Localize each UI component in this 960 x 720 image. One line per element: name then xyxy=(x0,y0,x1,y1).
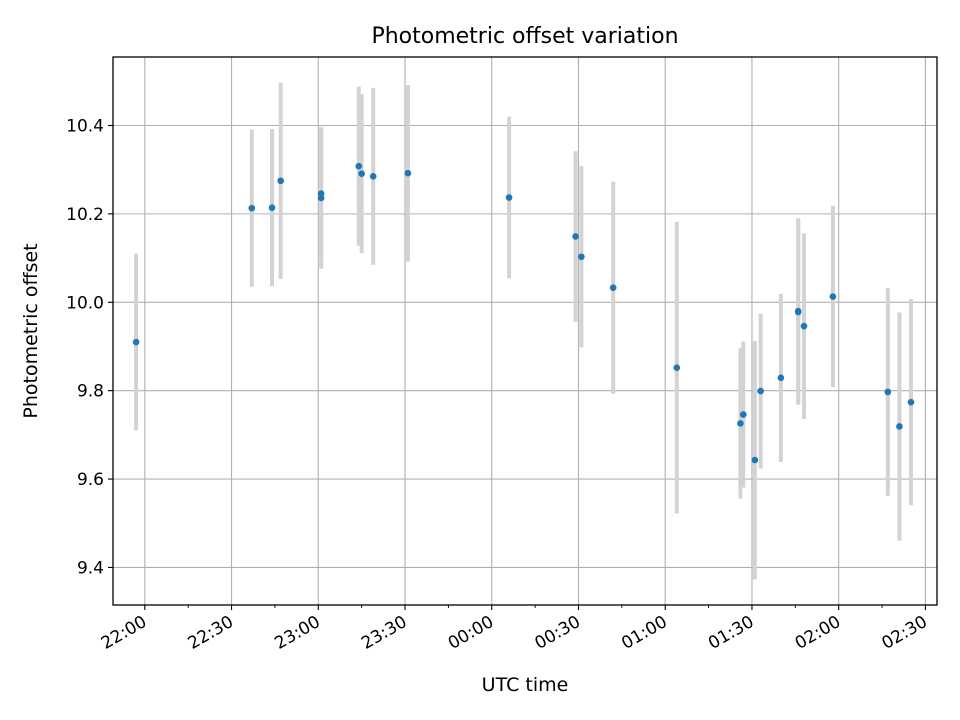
x-tick-label: 22:00 xyxy=(98,612,150,654)
plot-frame xyxy=(112,56,938,606)
x-tick-label: 23:00 xyxy=(271,612,323,654)
data-point xyxy=(737,420,744,427)
data-point xyxy=(578,253,585,261)
x-tick-label: 02:00 xyxy=(792,612,844,654)
x-tick-label: 00:00 xyxy=(445,612,497,654)
x-tick-label: 00:30 xyxy=(532,612,584,654)
x-tick-label: 22:30 xyxy=(185,612,237,654)
x-axis-label: UTC time xyxy=(482,674,569,696)
y-axis-label: Photometric offset xyxy=(20,243,42,418)
x-tick-label: 01:30 xyxy=(705,612,757,654)
data-point xyxy=(739,411,747,418)
data-point xyxy=(355,162,363,170)
x-axis-ticks: 22:00 22:30 23:00 23:30 00:00 00:30 01:00 01:30… xyxy=(98,605,931,654)
data-point xyxy=(248,204,256,212)
y-axis-ticks: 9.4 9.6 9.8 10.0 10.2 10.4 xyxy=(66,117,113,578)
y-tick-label: 9.6 xyxy=(77,470,104,490)
data-point xyxy=(896,423,903,430)
y-tick-label: 10.4 xyxy=(66,117,104,137)
data-point xyxy=(673,364,681,371)
data-point xyxy=(277,177,284,185)
grid xyxy=(113,57,937,605)
data-point xyxy=(132,338,140,346)
data-point xyxy=(907,398,915,406)
data-point xyxy=(757,387,764,395)
data-point xyxy=(884,388,892,396)
y-tick-label: 10.2 xyxy=(66,205,104,225)
x-tick-label: 02:30 xyxy=(878,612,930,654)
data-point xyxy=(777,374,785,382)
data-point xyxy=(794,307,802,315)
data-point xyxy=(369,173,377,180)
y-tick-label: 9.4 xyxy=(77,558,104,578)
x-tick-label: 01:00 xyxy=(618,612,670,654)
y-tick-label: 10.0 xyxy=(66,293,104,313)
data-point xyxy=(800,322,808,330)
data-point xyxy=(317,194,325,202)
error-bars xyxy=(134,82,913,580)
data-point xyxy=(268,204,276,211)
data-point xyxy=(609,284,617,291)
data-points xyxy=(132,162,915,464)
data-point xyxy=(829,293,837,300)
data-point xyxy=(505,194,513,201)
y-tick-label: 9.8 xyxy=(77,382,104,402)
chart-title: Photometric offset variation xyxy=(371,24,678,49)
data-point xyxy=(358,170,365,177)
data-point xyxy=(751,456,759,464)
x-tick-label: 23:30 xyxy=(358,612,410,654)
data-point xyxy=(404,169,412,177)
data-point xyxy=(572,233,579,240)
